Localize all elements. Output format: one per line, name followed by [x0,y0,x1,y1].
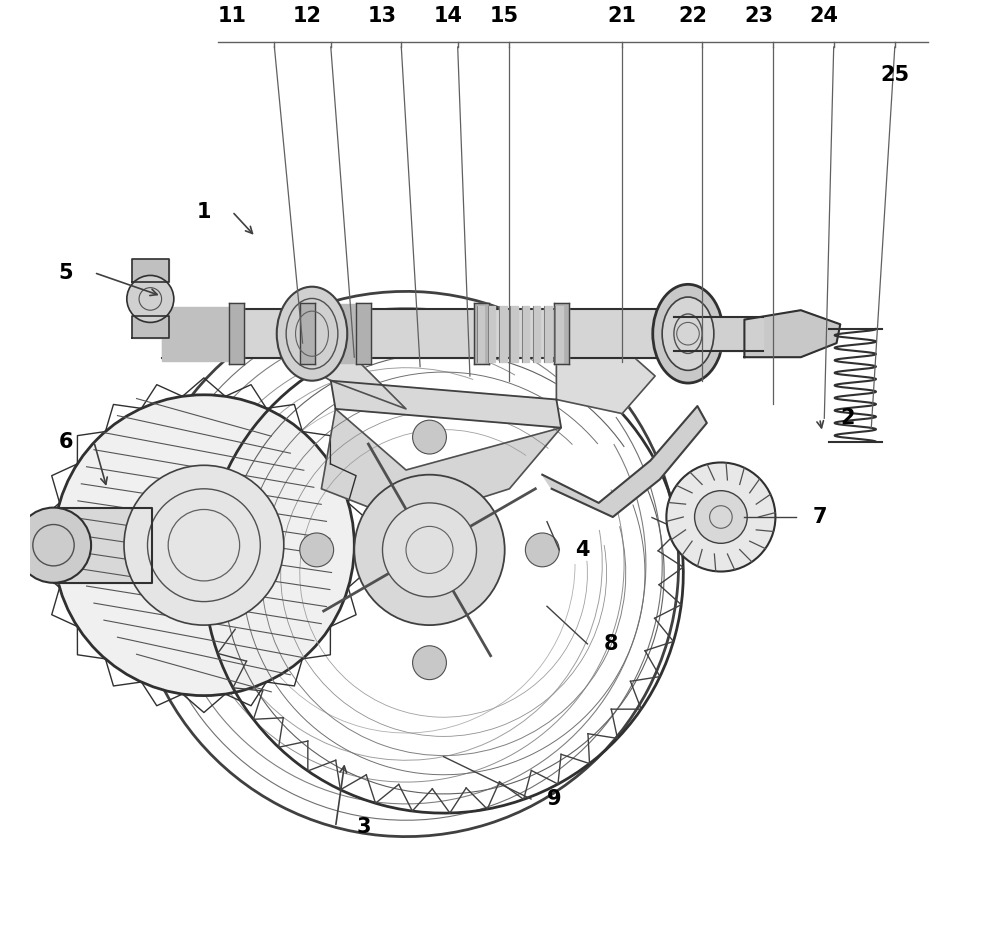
Polygon shape [321,409,561,522]
Circle shape [413,646,446,680]
Polygon shape [488,306,495,362]
Polygon shape [474,303,489,364]
Text: 22: 22 [678,7,707,26]
Polygon shape [555,306,563,362]
Circle shape [54,395,354,696]
Text: 12: 12 [293,7,322,26]
Polygon shape [556,338,655,414]
Text: 8: 8 [604,634,618,654]
Polygon shape [132,259,169,282]
Polygon shape [229,303,244,364]
Circle shape [300,533,334,567]
Text: 21: 21 [608,7,637,26]
Polygon shape [162,309,674,358]
Polygon shape [132,316,169,338]
Ellipse shape [277,287,347,381]
Polygon shape [477,306,484,362]
Polygon shape [54,508,152,583]
Circle shape [413,420,446,454]
Circle shape [16,508,91,583]
Polygon shape [674,317,763,351]
Text: 15: 15 [490,7,519,26]
Circle shape [666,462,775,572]
Polygon shape [260,338,406,409]
Polygon shape [542,406,707,517]
Polygon shape [533,306,540,362]
Text: 24: 24 [810,7,839,26]
Ellipse shape [653,284,723,384]
Text: 9: 9 [547,789,562,809]
Polygon shape [554,303,569,364]
Text: 25: 25 [880,65,909,85]
Circle shape [354,475,505,625]
Text: 11: 11 [218,7,247,26]
Circle shape [695,491,747,543]
Ellipse shape [662,297,714,370]
Polygon shape [356,303,371,364]
Text: 14: 14 [434,7,463,26]
Polygon shape [522,306,529,362]
Text: 13: 13 [368,7,397,26]
Circle shape [525,533,559,567]
Polygon shape [300,303,315,364]
Polygon shape [510,306,518,362]
Polygon shape [307,305,364,363]
Polygon shape [331,381,561,428]
Polygon shape [544,306,552,362]
Polygon shape [744,310,840,357]
Circle shape [382,503,477,597]
Text: 4: 4 [575,540,590,560]
Polygon shape [162,306,237,361]
Polygon shape [499,306,507,362]
Text: 23: 23 [744,7,773,26]
Text: 6: 6 [58,431,73,452]
Text: 1: 1 [197,201,211,222]
Circle shape [124,465,284,625]
Text: 3: 3 [356,817,371,838]
Circle shape [127,275,174,322]
Text: 2: 2 [841,408,855,429]
Text: 5: 5 [58,262,73,283]
Text: 7: 7 [812,507,827,527]
